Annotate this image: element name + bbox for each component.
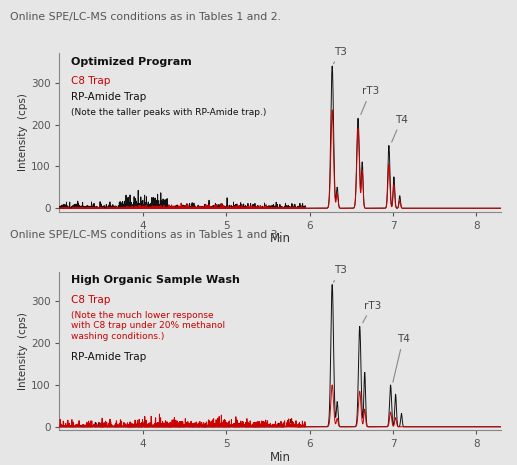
Text: C8 Trap: C8 Trap	[70, 295, 110, 305]
Text: C8 Trap: C8 Trap	[70, 76, 110, 86]
Text: (Note the taller peaks with RP-Amide trap.): (Note the taller peaks with RP-Amide tra…	[70, 108, 266, 117]
X-axis label: Min: Min	[270, 451, 291, 464]
Text: T3: T3	[333, 266, 347, 282]
Text: rT3: rT3	[363, 300, 381, 323]
Text: T3: T3	[333, 47, 347, 64]
Text: High Organic Sample Wash: High Organic Sample Wash	[70, 275, 239, 285]
Y-axis label: Intensity  (cps): Intensity (cps)	[18, 312, 28, 390]
Text: T4: T4	[392, 114, 408, 142]
Text: T4: T4	[393, 334, 409, 382]
Text: (Note the much lower response
with C8 trap under 20% methanol
washing conditions: (Note the much lower response with C8 tr…	[70, 311, 224, 340]
Text: rT3: rT3	[361, 86, 379, 114]
Text: RP-Amide Trap: RP-Amide Trap	[70, 92, 146, 102]
X-axis label: Min: Min	[270, 232, 291, 245]
Text: Optimized Program: Optimized Program	[70, 57, 191, 66]
Text: Online SPE/LC-MS conditions as in Tables 1 and 3.: Online SPE/LC-MS conditions as in Tables…	[10, 230, 281, 240]
Text: RP-Amide Trap: RP-Amide Trap	[70, 352, 146, 362]
Y-axis label: Intensity  (cps): Intensity (cps)	[18, 93, 28, 172]
Text: Online SPE/LC-MS conditions as in Tables 1 and 2.: Online SPE/LC-MS conditions as in Tables…	[10, 12, 281, 22]
